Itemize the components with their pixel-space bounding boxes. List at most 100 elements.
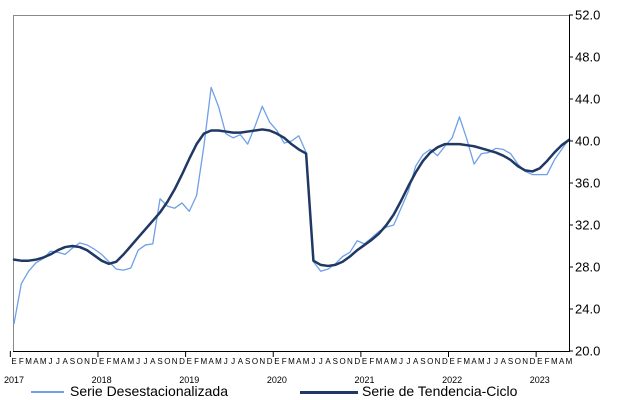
x-month-label: A	[501, 357, 507, 366]
x-month-label: N	[172, 357, 178, 366]
x-month-label: M	[303, 357, 310, 366]
legend-label-tendencia-ciclo: Serie de Tendencia-Ciclo	[362, 383, 518, 399]
x-month-label: D	[91, 357, 97, 366]
x-month-label: E	[99, 357, 104, 366]
legend-label-desestacionalizada: Serie Desestacionalizada	[70, 383, 228, 399]
x-month-label: M	[463, 357, 470, 366]
x-month-label: M	[201, 357, 208, 366]
x-year-label: 2021	[355, 375, 375, 383]
x-month-label: A	[296, 357, 302, 366]
x-month-label: A	[413, 357, 419, 366]
x-month-label: A	[208, 357, 214, 366]
y-tick-label: 48.0	[575, 50, 600, 65]
x-month-label: N	[522, 357, 528, 366]
x-month-label: F	[369, 357, 374, 366]
x-month-label: A	[150, 357, 156, 366]
x-month-label: J	[494, 357, 498, 366]
x-year-label: 2018	[92, 375, 112, 383]
x-month-label: M	[25, 357, 32, 366]
x-month-label: J	[231, 357, 235, 366]
y-tick-label: 20.0	[575, 344, 600, 359]
x-month-label: O	[77, 357, 83, 366]
x-month-label: J	[406, 357, 410, 366]
x-month-label: A	[559, 357, 565, 366]
y-tick-label: 32.0	[575, 218, 600, 233]
x-month-label: J	[143, 357, 147, 366]
x-year-label: 2019	[179, 375, 199, 383]
legend-swatch-tendencia-ciclo	[300, 391, 358, 394]
x-month-label: J	[224, 357, 228, 366]
legend-item-desestacionalizada: Serie Desestacionalizada	[0, 383, 300, 400]
x-month-label: F	[194, 357, 199, 366]
x-month-label: A	[121, 357, 127, 366]
x-month-label: D	[354, 357, 360, 366]
x-month-label: O	[340, 357, 346, 366]
series-layer	[12, 86, 571, 325]
y-tick-label: 28.0	[575, 260, 600, 275]
x-month-label: J	[487, 357, 491, 366]
x-month-label: N	[347, 357, 353, 366]
x-month-label: M	[390, 357, 397, 366]
y-tick-label: 52.0	[575, 8, 600, 23]
x-year-label: 2017	[4, 375, 24, 383]
x-month-label: N	[435, 357, 441, 366]
x-month-label: M	[551, 357, 558, 366]
x-month-label: E	[449, 357, 454, 366]
x-month-label: D	[442, 357, 448, 366]
y-tick-label: 24.0	[575, 302, 600, 317]
series-line-desestacionalizada	[13, 86, 570, 325]
x-month-label: M	[128, 357, 135, 366]
x-month-label: A	[384, 357, 390, 366]
x-year-label: 2023	[530, 375, 550, 383]
x-month-label: O	[164, 357, 170, 366]
x-month-label: J	[56, 357, 60, 366]
y-tick-label: 40.0	[575, 134, 600, 149]
legend-swatch-desestacionalizada	[31, 391, 64, 393]
x-month-label: S	[245, 357, 250, 366]
x-month-label: J	[311, 357, 315, 366]
x-month-label: E	[274, 357, 279, 366]
x-month-label: A	[325, 357, 331, 366]
x-month-label: M	[288, 357, 295, 366]
x-month-label: J	[399, 357, 403, 366]
x-month-label: M	[566, 357, 573, 366]
legend-item-tendencia-ciclo: Serie de Tendencia-Ciclo	[300, 383, 618, 400]
x-month-label: M	[40, 357, 47, 366]
series-line-tendencia-ciclo	[12, 128, 571, 268]
y-axis-ticks: 20.0 24.0 28.0 32.0 36.0 40.0 44.0 48.0 52.0	[569, 8, 600, 359]
x-month-label: F	[457, 357, 462, 366]
x-month-label: S	[70, 357, 75, 366]
x-month-label: E	[537, 357, 542, 366]
x-month-label: F	[106, 357, 111, 366]
x-month-label: A	[471, 357, 477, 366]
plot-frame	[13, 15, 570, 352]
y-tick-label: 44.0	[575, 92, 600, 107]
x-month-label: J	[49, 357, 53, 366]
x-month-label: E	[187, 357, 192, 366]
legend: Serie Desestacionalizada Serie de Tenden…	[0, 383, 618, 400]
x-month-label: F	[19, 357, 24, 366]
x-month-label: O	[515, 357, 521, 366]
x-month-label: J	[136, 357, 140, 366]
x-month-label: S	[420, 357, 425, 366]
x-month-label: A	[62, 357, 68, 366]
x-month-label: M	[376, 357, 383, 366]
x-month-label: D	[530, 357, 536, 366]
x-month-label: O	[252, 357, 258, 366]
x-month-label: N	[84, 357, 90, 366]
x-month-label: F	[545, 357, 550, 366]
x-month-label: E	[362, 357, 367, 366]
x-month-label: D	[267, 357, 273, 366]
x-month-label: N	[259, 357, 265, 366]
x-month-label: O	[427, 357, 433, 366]
x-month-label: M	[113, 357, 120, 366]
x-month-label: A	[238, 357, 244, 366]
x-month-label: F	[282, 357, 287, 366]
x-year-label: 2020	[267, 375, 287, 383]
x-month-label: A	[33, 357, 39, 366]
x-year-label: 2022	[442, 375, 462, 383]
x-month-label: S	[157, 357, 162, 366]
y-tick-label: 36.0	[575, 176, 600, 191]
